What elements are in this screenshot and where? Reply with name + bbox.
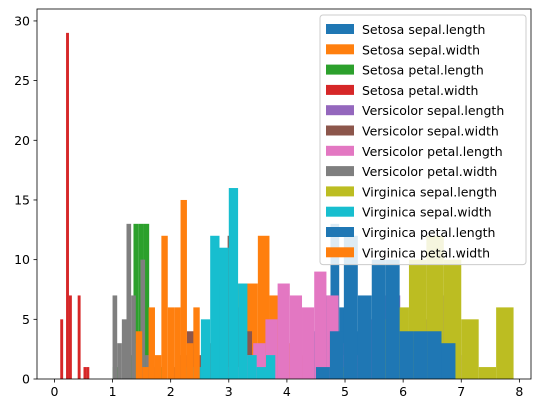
bar-s3-b6 [77, 295, 81, 379]
legend-entry: Virginica sepal.length [362, 184, 497, 199]
legend-entry: Setosa petal.length [362, 63, 484, 78]
x-tick-label: 4 [283, 384, 291, 399]
bar-s3-b9 [86, 367, 90, 379]
bar-s6-b4 [277, 283, 290, 379]
bar-s2-b6 [143, 223, 150, 379]
bar-s10-b3 [357, 295, 372, 379]
bar-s10-b6 [399, 331, 414, 379]
legend-swatch [326, 105, 354, 116]
legend-swatch [326, 84, 354, 95]
legend-swatch [326, 186, 354, 197]
bar-s10-b9 [441, 343, 456, 379]
y-tick-label: 5 [22, 312, 30, 327]
bar-s11-b3 [154, 355, 162, 379]
legend-swatch [326, 64, 354, 75]
legend-swatch [326, 227, 354, 237]
bar-s11-b2 [148, 307, 155, 379]
bar-s7-b6 [140, 259, 146, 379]
bar-s7-b3 [126, 223, 132, 379]
bar-s11-b9 [193, 307, 200, 379]
legend-entry: Virginica petal.width [362, 245, 490, 260]
bar-s3-b2 [66, 32, 69, 379]
bar-s11-b7 [180, 199, 187, 379]
bar-s11-b0 [135, 331, 143, 379]
bar-s8-b7 [461, 319, 479, 379]
plot-frame [36, 8, 532, 380]
bar-s9-b8 [256, 367, 266, 379]
bar-s9-b3 [210, 235, 220, 379]
legend-entry: Setosa sepal.width [362, 42, 480, 57]
bar-s8-b9 [496, 307, 514, 379]
x-tick-label: 1 [109, 384, 117, 399]
legend-swatch [326, 206, 354, 217]
legend-entry: Versicolor petal.length [362, 144, 503, 159]
x-tick-label: 7 [457, 384, 465, 399]
bar-s10-b1 [329, 331, 344, 379]
bar-s10-b5 [385, 259, 400, 379]
bar-s10-b4 [371, 259, 386, 379]
bar-s7-b0 [112, 295, 118, 379]
legend-box [319, 14, 527, 266]
legend-swatch [326, 125, 354, 136]
y-tick-label: 15 [14, 192, 30, 207]
bar-s9-b6 [238, 283, 248, 379]
y-tick-label: 25 [14, 73, 30, 88]
bar-s9-b4 [219, 247, 229, 379]
bar-s10-b7 [413, 331, 428, 379]
legend: Setosa sepal.length Setosa sepal.width Set… [319, 14, 527, 266]
bars-layer [60, 32, 514, 379]
bar-s7-b4 [131, 295, 136, 379]
bar-s8-b8 [478, 367, 497, 379]
x-tick-label: 2 [167, 384, 175, 399]
bar-s7-b2 [121, 319, 127, 379]
bar-s9-b9 [265, 355, 276, 379]
bar-s3-b0 [60, 319, 64, 379]
bar-s11-b1 [142, 367, 149, 379]
bar-s3-b8 [83, 367, 87, 379]
bar-s9-b5 [228, 188, 239, 379]
legend-entry: Setosa sepal.length [362, 22, 485, 37]
y-tick-label: 0 [22, 372, 30, 387]
bar-s2-b4 [133, 223, 139, 379]
legend-entry: Versicolor sepal.length [362, 103, 504, 118]
legend-swatch [326, 44, 354, 55]
bar-s7-b1 [117, 343, 122, 379]
legend-entry: Versicolor sepal.width [362, 124, 499, 139]
bar-s6-b7 [314, 271, 327, 379]
x-tick-label: 6 [399, 384, 407, 399]
bar-s9-b2 [200, 319, 211, 379]
bar-s6-b5 [289, 295, 303, 379]
x-tick-label: 5 [341, 384, 349, 399]
bar-s11-b6 [174, 307, 181, 379]
bar-s10-b2 [343, 235, 358, 379]
bar-s10-b0 [315, 367, 330, 379]
bar-s1-b6 [257, 235, 270, 379]
bar-s6-b6 [302, 307, 315, 379]
legend-entry: Versicolor petal.width [362, 164, 497, 179]
x-tick-label: 3 [225, 384, 233, 399]
y-tick-label: 30 [14, 13, 30, 28]
bar-s11-b5 [167, 307, 175, 379]
legend-swatch [326, 247, 354, 258]
x-tick-label: 8 [515, 384, 523, 399]
bar-s11-b4 [161, 235, 168, 379]
bar-s9-b7 [247, 355, 257, 379]
axes-layer: 0 1 2 3 4 5 6 7 8 0 5 10 15 20 25 30 [14, 8, 532, 399]
bar-s10-b8 [427, 331, 442, 379]
x-tick-label: 0 [50, 384, 58, 399]
y-tick-label: 10 [14, 252, 30, 267]
y-tick-label: 20 [14, 133, 30, 148]
legend-swatch [326, 166, 354, 177]
legend-entry: Virginica sepal.width [362, 205, 492, 220]
legend-entry: Virginica petal.length [362, 225, 495, 240]
legend-swatch [326, 145, 354, 156]
legend-swatch [326, 24, 354, 34]
legend-entry: Setosa petal.width [362, 83, 478, 98]
bar-s3-b3 [68, 295, 72, 379]
bar-s11-b8 [186, 343, 194, 379]
